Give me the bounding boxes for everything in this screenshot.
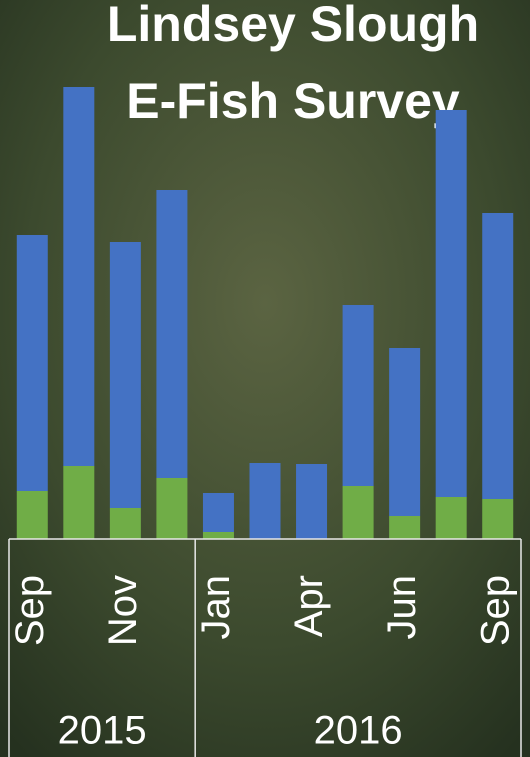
bar-segment	[435, 110, 467, 497]
bar-segment	[156, 478, 188, 539]
bar-segment	[16, 235, 48, 491]
bar-segment	[296, 464, 328, 539]
group-label: 2016	[314, 709, 403, 753]
bar-segment	[202, 493, 234, 532]
bar-segment	[482, 499, 514, 539]
bar-segment	[389, 348, 421, 516]
bar-segment	[342, 305, 374, 486]
bar-segment	[342, 486, 374, 539]
bar-segment	[156, 190, 188, 478]
x-tick-label: Sep	[473, 575, 517, 646]
x-tick-label: Sep	[8, 575, 52, 646]
x-tick-label: Jun	[380, 575, 424, 640]
group-label: 2015	[58, 709, 147, 753]
x-tick-label: Nov	[101, 575, 145, 646]
bar-segment	[109, 508, 141, 539]
bar-segment	[482, 213, 514, 499]
chart-title: E-Fish Survey	[126, 73, 460, 129]
bar-segment	[389, 516, 421, 539]
bar-segment	[63, 466, 95, 539]
bar-segment	[249, 463, 281, 539]
x-tick-label: Jan	[194, 575, 238, 640]
bar-segment	[202, 532, 234, 539]
bar-segment	[109, 242, 141, 508]
bar-segment	[16, 491, 48, 539]
x-tick-label: Apr	[287, 575, 331, 637]
bar-segment	[63, 87, 95, 466]
bar-segment	[435, 497, 467, 539]
chart-title: Lindsey Slough	[107, 0, 479, 52]
